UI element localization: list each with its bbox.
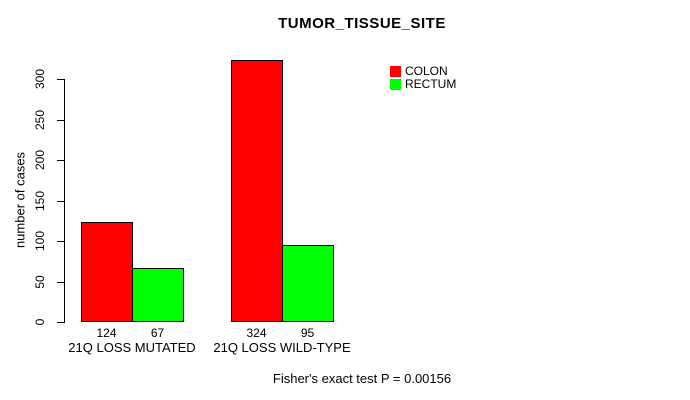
legend: COLON RECTUM	[390, 65, 456, 91]
fisher-test-annotation: Fisher's exact test P = 0.00156	[272, 371, 452, 386]
bar-rectum-1	[132, 268, 184, 322]
y-tick-label: 250	[33, 109, 47, 130]
legend-item-colon: COLON	[390, 65, 456, 77]
y-tick-mark	[57, 322, 64, 323]
legend-label-rectum: RECTUM	[405, 77, 457, 91]
category-label-1: 21Q LOSS MUTATED	[68, 340, 196, 355]
chart-title: TUMOR_TISSUE_SITE	[278, 15, 446, 32]
y-tick-label: 50	[33, 274, 47, 289]
y-tick-mark	[57, 281, 64, 283]
legend-swatch-colon	[390, 65, 401, 77]
bar-value-label: 324	[246, 326, 267, 340]
y-axis-label: number of cases	[12, 151, 28, 249]
legend-label-colon: COLON	[405, 64, 448, 78]
y-tick-mark	[57, 79, 64, 80]
y-tick-label: 0	[33, 318, 47, 326]
category-label-2: 21Q LOSS WILD-TYPE	[213, 340, 351, 355]
legend-item-rectum: RECTUM	[390, 78, 456, 90]
legend-swatch-rectum	[390, 78, 401, 90]
y-tick-mark	[57, 200, 64, 202]
bar-value-label: 124	[96, 326, 117, 340]
y-tick-label: 300	[33, 68, 47, 90]
bar-colon-1	[81, 222, 133, 322]
y-tick-mark	[57, 160, 64, 161]
y-axis-line	[64, 79, 65, 323]
bar-rectum-2	[282, 245, 334, 322]
y-tick-label: 150	[33, 190, 47, 211]
y-tick-label: 200	[33, 149, 47, 171]
y-tick-mark	[57, 241, 64, 242]
bar-colon-2	[231, 60, 283, 322]
y-tick-label: 100	[33, 230, 47, 252]
bar-value-label: 95	[300, 326, 315, 340]
y-tick-mark	[57, 119, 64, 121]
bar-value-label: 67	[150, 326, 165, 340]
